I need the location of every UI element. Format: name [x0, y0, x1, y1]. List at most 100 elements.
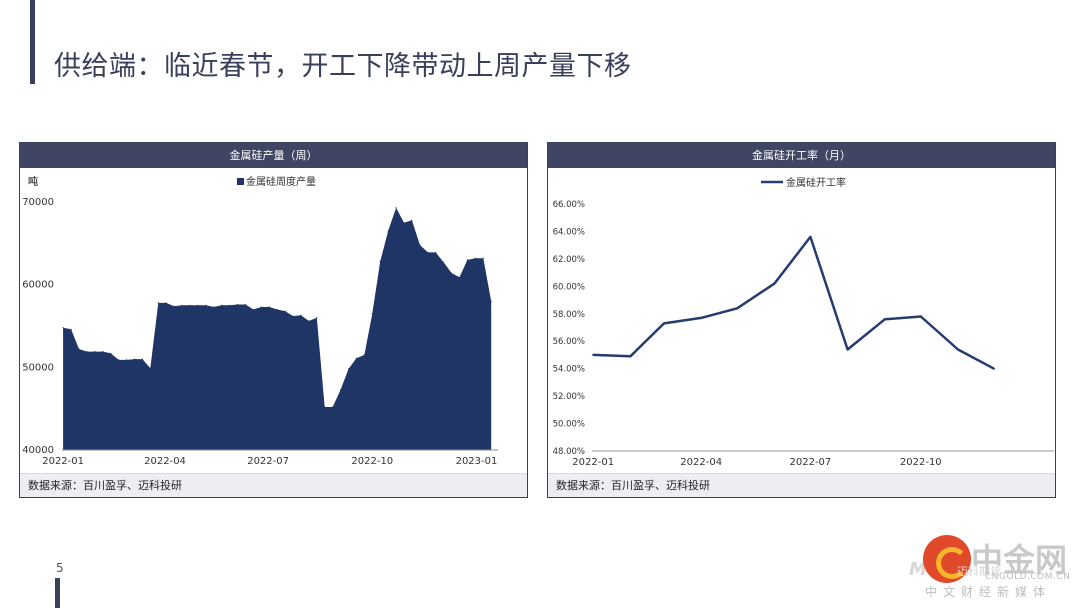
bottom-accent-bar: [55, 578, 60, 608]
production-point: [86, 351, 88, 353]
production-point: [244, 303, 247, 306]
y-tick-label: 58.00%: [553, 310, 585, 320]
x-tick-label: 2022-10: [900, 457, 942, 468]
production-point: [197, 304, 199, 306]
production-point: [284, 310, 286, 312]
x-tick-label: 2022-07: [790, 457, 832, 468]
production-point: [118, 359, 120, 361]
utilization-point: [809, 235, 812, 238]
production-point: [300, 314, 302, 316]
page-title: 供给端：临近春节，开工下降带动上周产量下移: [54, 51, 632, 82]
y-tick-label: 40000: [22, 445, 54, 456]
production-point: [229, 304, 231, 306]
utilization-line: [593, 235, 995, 370]
production-point: [403, 222, 405, 224]
production-point: [435, 251, 437, 253]
production-point: [490, 300, 492, 302]
y-tick-label: 54.00%: [553, 365, 585, 375]
y-tick-label: 60000: [22, 280, 54, 291]
utilization-chart-source: 数据来源：百川盈孚、迈科投研: [548, 473, 1055, 497]
production-point: [221, 304, 223, 306]
production-point: [149, 367, 151, 369]
production-point: [347, 368, 350, 370]
production-point: [94, 351, 96, 353]
production-point: [173, 305, 175, 307]
production-area: [63, 207, 492, 450]
x-tick-label: 2022-04: [680, 457, 722, 468]
production-point: [213, 306, 215, 308]
production-point: [395, 207, 397, 209]
logo-swirl-icon: [923, 535, 971, 583]
utilization-point: [957, 348, 959, 351]
production-point: [411, 219, 413, 221]
logo-tagline: 中文财经新媒体: [925, 585, 1052, 599]
production-chart-header: 金属硅产量（周）: [20, 143, 527, 168]
production-point: [268, 306, 270, 308]
production-point: [324, 406, 326, 408]
production-point: [62, 327, 64, 329]
production-point: [371, 313, 373, 315]
y-tick-label: 60.00%: [553, 282, 585, 292]
utilization-point: [919, 315, 922, 318]
y-tick-label: 56.00%: [553, 337, 585, 347]
production-point: [78, 348, 80, 350]
utilization-chart-header: 金属硅开工率（月）: [548, 143, 1055, 168]
utilization-point: [773, 282, 776, 285]
production-point: [355, 357, 357, 359]
production-point: [419, 244, 421, 246]
production-point: [308, 320, 310, 322]
logo-url: CNGOLD.COM.CN: [985, 572, 1071, 582]
y-tick-label: 64.00%: [553, 227, 585, 237]
production-point: [236, 303, 239, 306]
production-point: [387, 230, 389, 232]
production-point: [292, 315, 294, 317]
production-point: [316, 317, 318, 319]
production-point: [482, 257, 484, 259]
production-point: [252, 308, 254, 311]
production-point: [110, 352, 112, 354]
utilization-point: [846, 348, 849, 351]
production-chart-panel: 金属硅产量（周） 吨 金属硅周度产量 40000 50000 60000 70000 202…: [19, 142, 528, 498]
y-tick-label: 48.00%: [553, 447, 585, 457]
production-point: [157, 302, 159, 304]
x-tick-label: 2022-04: [144, 456, 186, 467]
y-tick-label: 70000: [22, 197, 54, 208]
x-tick-label: 2022-10: [351, 456, 393, 467]
production-point: [181, 304, 183, 306]
unit-label: 吨: [28, 175, 38, 188]
utilization-point: [993, 367, 995, 370]
y-tick-label: 50.00%: [553, 420, 585, 430]
utilization-point: [592, 353, 595, 356]
production-point: [141, 358, 143, 360]
utilization-point: [629, 355, 632, 358]
production-area-chart: 吨 金属硅周度产量 40000 50000 60000 70000 2022-01 2022-…: [22, 175, 498, 467]
production-point: [205, 304, 207, 306]
production-point: [474, 257, 476, 259]
x-tick-label: 2023-01: [456, 456, 498, 467]
production-point: [363, 354, 365, 356]
title-accent-bar: [30, 0, 35, 84]
utilization-point: [663, 322, 665, 325]
production-point: [276, 308, 278, 311]
page-number: 5: [56, 561, 64, 575]
production-point: [260, 306, 262, 308]
production-point: [458, 276, 461, 278]
utilization-point: [736, 307, 739, 310]
y-tick-label: 62.00%: [553, 255, 585, 265]
utilization-line-chart: 金属硅开工率 48.00% 50.00% 52.00% 54.00% 56.00% 58.0…: [553, 176, 1054, 468]
production-point: [443, 261, 445, 263]
production-point: [451, 272, 453, 274]
utilization-point: [883, 318, 886, 321]
logo-name: 中金网: [971, 541, 1068, 579]
production-point: [70, 328, 72, 330]
production-point: [332, 406, 334, 408]
y-tick-label: 66.00%: [553, 200, 585, 210]
legend-label: 金属硅周度产量: [246, 175, 316, 188]
utilization-chart-panel: 金属硅开工率（月） 金属硅开工率 48.00% 50.00% 52.00% 54.00%…: [547, 142, 1056, 498]
production-chart-source: 数据来源：百川盈孚、迈科投研: [20, 473, 527, 497]
legend-label: 金属硅开工率: [786, 176, 846, 189]
production-point: [126, 359, 128, 361]
y-tick-label: 50000: [22, 362, 54, 373]
y-tick-label: 52.00%: [553, 392, 585, 402]
x-tick-label: 2022-01: [42, 456, 84, 467]
